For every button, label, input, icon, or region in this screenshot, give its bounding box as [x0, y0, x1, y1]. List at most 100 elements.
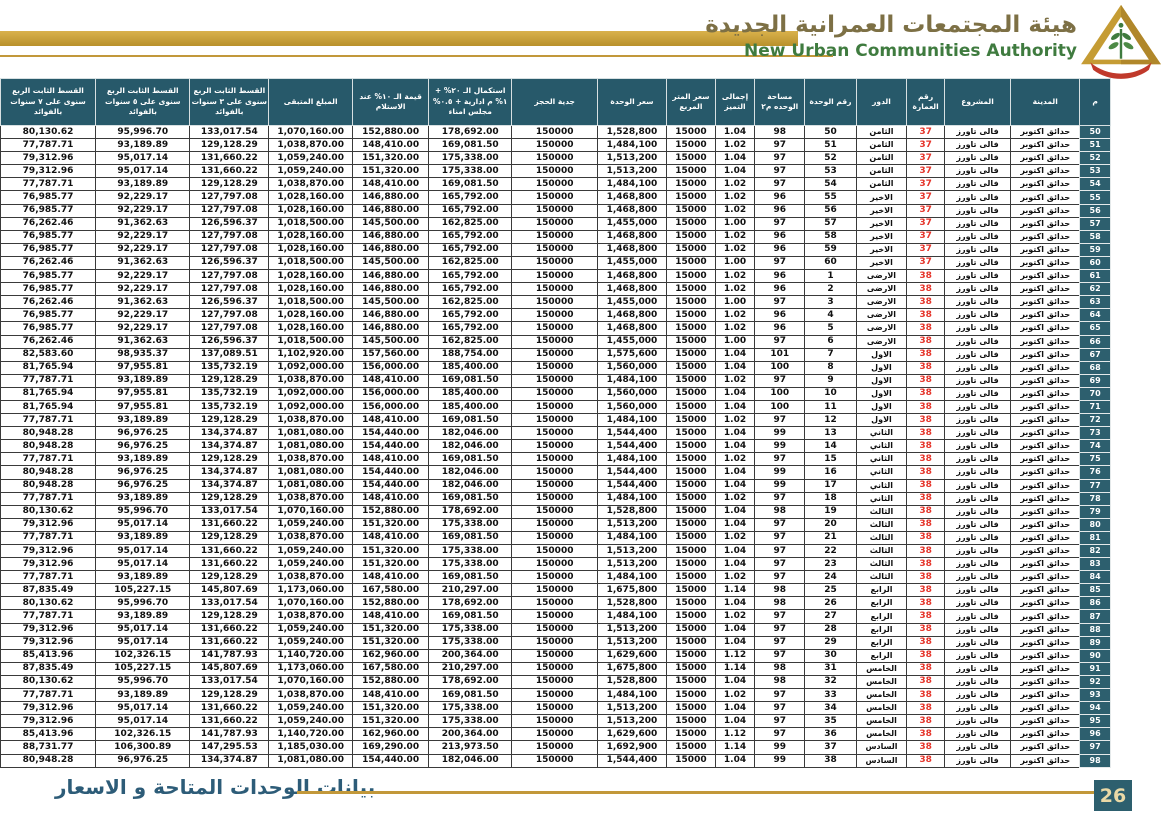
cell-value_10_delivery: 146,880.00	[352, 308, 430, 323]
table-row: 57 حدائق اكتوبر فالى تاورز 37 الاخير 57 97 1.00…	[0, 216, 1111, 231]
table-row: 89 حدائق اكتوبر فالى تاورز 38 الرابع 29 97 1.04…	[0, 635, 1111, 650]
cell-inst_3y: 127,797.08	[189, 282, 270, 297]
cell-completion_20: 162,825.00	[428, 255, 513, 271]
cell-sqm_price: 15000	[665, 570, 716, 585]
cell-project: فالى تاورز	[943, 308, 1012, 323]
cell-serial: 57	[1079, 216, 1111, 231]
units-table-head: م المدينة المشروع رقم العمارة الدور رقم الوحد…	[0, 78, 1111, 126]
cell-booking_deposit: 150000	[511, 269, 598, 284]
cell-sqm_price: 15000	[665, 609, 716, 624]
cell-value_10_delivery: 146,880.00	[352, 242, 430, 257]
cell-inst_5y: 96,976.25	[95, 439, 191, 454]
cell-floor: الثالث	[855, 570, 908, 585]
cell-floor: الثاني	[855, 478, 908, 493]
cell-city: حدائق اكتوبر	[1010, 439, 1081, 454]
table-row: 69 حدائق اكتوبر فالى تاورز 38 الاول 9 97 1.02 15…	[0, 373, 1111, 388]
cell-inst_5y: 92,229.17	[95, 190, 191, 205]
table-row: 60 حدائق اكتوبر فالى تاورز 37 الاخير 60 97 1.00…	[0, 255, 1111, 271]
cell-building: 37	[906, 255, 945, 271]
cell-floor: الثامن	[855, 138, 908, 153]
cell-booking_deposit: 150000	[511, 504, 598, 519]
cell-unit_price: 1,675,800	[596, 661, 667, 676]
cell-completion_20: 200,364.00	[428, 727, 513, 742]
cell-inst_3y: 131,660.22	[189, 517, 270, 532]
cell-unit_number: 27	[804, 609, 857, 624]
table-row: 90 حدائق اكتوبر فالى تاورز 38 الرابع 30 97 1.12…	[0, 648, 1111, 663]
cell-floor: الارضى	[855, 334, 908, 349]
cell-booking_deposit: 150000	[511, 570, 598, 585]
cell-city: حدائق اكتوبر	[1010, 701, 1081, 716]
cell-unit_number: 31	[804, 661, 857, 676]
cell-remaining: 1,018,500.00	[268, 255, 354, 271]
cell-unit_number: 33	[804, 688, 857, 703]
cell-value_10_delivery: 148,410.00	[352, 373, 430, 388]
cell-remaining: 1,059,240.00	[268, 622, 354, 637]
cell-building: 38	[906, 426, 945, 441]
cell-city: حدائق اكتوبر	[1010, 242, 1081, 257]
cell-sqm_price: 15000	[665, 295, 716, 310]
cell-city: حدائق اكتوبر	[1010, 347, 1081, 362]
cell-inst_7y: 76,985.77	[0, 282, 97, 297]
cell-remaining: 1,092,000.00	[268, 386, 354, 401]
cell-completion_20: 169,081.50	[428, 177, 513, 192]
cell-city: حدائق اكتوبر	[1010, 138, 1081, 153]
cell-building: 38	[906, 386, 945, 401]
table-row: 81 حدائق اكتوبر فالى تاورز 38 الثالث 21 97 1.02…	[0, 530, 1111, 546]
cell-remaining: 1,070,160.00	[268, 674, 354, 690]
cell-value_10_delivery: 154,440.00	[352, 465, 430, 480]
cell-area: 98	[754, 674, 806, 690]
column-header-booking_deposit: جدية الحجز	[511, 78, 598, 126]
cell-premium_total: 1.04	[714, 596, 756, 611]
cell-area: 97	[754, 138, 806, 153]
cell-inst_7y: 79,312.96	[0, 701, 97, 716]
cell-value_10_delivery: 148,410.00	[352, 491, 430, 506]
cell-inst_3y: 127,797.08	[189, 321, 270, 336]
cell-area: 100	[754, 399, 806, 415]
cell-project: فالى تاورز	[943, 452, 1012, 467]
cell-remaining: 1,028,160.00	[268, 190, 354, 205]
cell-inst_5y: 93,189.89	[95, 452, 191, 467]
cell-inst_3y: 135,732.19	[189, 386, 270, 401]
cell-city: حدائق اكتوبر	[1010, 570, 1081, 585]
cell-area: 99	[754, 465, 806, 480]
cell-inst_7y: 79,312.96	[0, 557, 97, 572]
table-row: 97 حدائق اكتوبر فالى تاورز 38 السادس 37 99 1.14…	[0, 740, 1111, 755]
cell-floor: الاخير	[855, 255, 908, 271]
cell-sqm_price: 15000	[665, 478, 716, 493]
table-row: 78 حدائق اكتوبر فالى تاورز 38 الثاني 18 97 1.02…	[0, 491, 1111, 506]
cell-serial: 71	[1079, 399, 1111, 415]
cell-inst_3y: 141,787.93	[189, 648, 270, 663]
cell-booking_deposit: 150000	[511, 203, 598, 218]
cell-unit_price: 1,528,800	[596, 596, 667, 611]
cell-unit_number: 29	[804, 635, 857, 650]
cell-unit_number: 26	[804, 596, 857, 611]
cell-floor: السادس	[855, 740, 908, 755]
cell-project: فالى تاورز	[943, 138, 1012, 153]
cell-inst_3y: 147,295.53	[189, 740, 270, 755]
cell-inst_5y: 93,189.89	[95, 413, 191, 428]
cell-building: 38	[906, 308, 945, 323]
cell-inst_7y: 76,985.77	[0, 190, 97, 205]
cell-remaining: 1,173,060.00	[268, 661, 354, 676]
cell-value_10_delivery: 154,440.00	[352, 478, 430, 493]
cell-completion_20: 169,081.50	[428, 688, 513, 703]
cell-building: 38	[906, 399, 945, 415]
cell-premium_total: 1.00	[714, 334, 756, 349]
cell-unit_number: 15	[804, 452, 857, 467]
cell-area: 97	[754, 413, 806, 428]
cell-serial: 55	[1079, 190, 1111, 205]
cell-unit_price: 1,455,000	[596, 334, 667, 349]
cell-building: 38	[906, 321, 945, 336]
cell-building: 37	[906, 242, 945, 257]
cell-unit_number: 22	[804, 543, 857, 559]
table-row: 86 حدائق اكتوبر فالى تاورز 38 الرابع 26 98 1.04…	[0, 596, 1111, 611]
cell-building: 38	[906, 504, 945, 519]
cell-area: 97	[754, 570, 806, 585]
cell-inst_3y: 129,128.29	[189, 138, 270, 153]
cell-inst_5y: 95,017.14	[95, 517, 191, 532]
cell-completion_20: 165,792.00	[428, 190, 513, 205]
cell-booking_deposit: 150000	[511, 688, 598, 703]
cell-remaining: 1,092,000.00	[268, 399, 354, 415]
cell-city: حدائق اكتوبر	[1010, 635, 1081, 650]
cell-inst_7y: 76,262.46	[0, 295, 97, 310]
